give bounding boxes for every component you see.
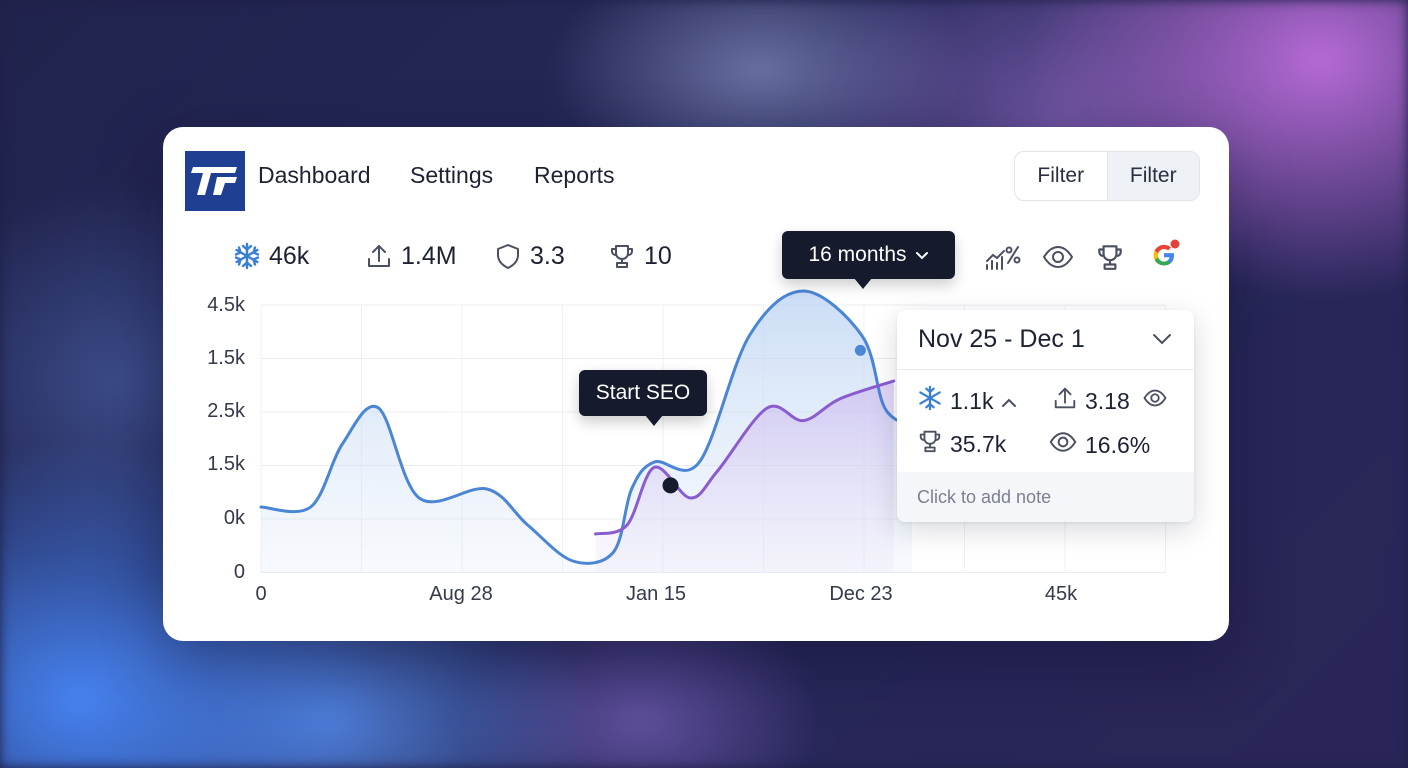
stat-authority: 3.3	[494, 241, 565, 271]
trophy-icon	[608, 242, 636, 270]
week-details-popup: Nov 25 - Dec 1 1.1k 3.18	[897, 310, 1194, 522]
start-seo-annotation[interactable]: Start SEO	[579, 370, 707, 426]
trophy-icon	[917, 428, 943, 460]
y-tick-label: 0	[233, 561, 245, 583]
add-note-field[interactable]: Click to add note	[897, 472, 1194, 522]
x-tick-label: Aug 28	[429, 583, 493, 605]
y-tick-label: 2.5k	[207, 400, 245, 422]
eye-icon	[1143, 386, 1167, 416]
popup-uploads-value: 3.18	[1085, 387, 1130, 414]
filter-button-1[interactable]: Filter	[1037, 164, 1085, 187]
popup-trophy-value: 35.7k	[950, 430, 1007, 457]
x-tick-label: Jan 15	[625, 583, 687, 605]
series-line-0	[259, 289, 914, 565]
stat-clicks: 46k	[233, 241, 309, 271]
stat-trophy-value: 10	[644, 242, 672, 270]
popup-metric-clicks: 1.1k	[917, 385, 1018, 417]
range-selector[interactable]: 16 months	[782, 231, 955, 289]
upload-icon	[365, 242, 393, 270]
nav-dashboard[interactable]: Dashboard	[258, 162, 371, 188]
popup-metric-trophy: 35.7k	[917, 428, 1006, 460]
shield-icon	[494, 242, 522, 270]
chevron-down-icon	[915, 243, 929, 267]
y-tick-label: 1.5k	[207, 453, 245, 475]
trophy-icon[interactable]	[1095, 241, 1125, 278]
snowflake-icon	[917, 385, 943, 417]
chart-percent-icon[interactable]	[984, 241, 1022, 278]
eye-icon[interactable]	[1042, 241, 1074, 278]
chart-lines	[259, 289, 914, 565]
google-icon[interactable]	[1146, 237, 1182, 278]
stat-trophy: 10	[608, 241, 672, 271]
popup-metric-views: 16.6%	[1048, 428, 1150, 462]
upload-icon	[1052, 385, 1078, 417]
annotation-label: Start SEO	[595, 381, 691, 404]
y-tick-label: 1.5k	[207, 347, 245, 369]
popup-header[interactable]: Nov 25 - Dec 1	[897, 310, 1194, 370]
x-tick-label: 0	[255, 583, 267, 605]
range-selector-label: 16 months	[808, 243, 907, 266]
eye-icon	[1048, 428, 1078, 462]
x-tick-label: Dec 23	[829, 583, 893, 605]
popup-title: Nov 25 - Dec 1	[918, 325, 1085, 353]
stat-clicks-value: 46k	[269, 242, 310, 270]
filter-toggle-group: Filter Filter	[1014, 151, 1200, 201]
y-tick-label: 0k	[223, 507, 245, 529]
nav-settings[interactable]: Settings	[410, 162, 494, 188]
series-area-0	[261, 291, 912, 573]
selected-week-point[interactable]	[854, 344, 866, 356]
y-tick-label: 4.5k	[207, 294, 245, 316]
dashboard-card: Dashboard Settings Reports Filter Filter…	[163, 127, 1229, 641]
stat-authority-value: 3.3	[530, 242, 565, 270]
stat-uploads-value: 1.4M	[401, 242, 457, 270]
start-seo-point[interactable]	[662, 477, 679, 494]
filter-button-2[interactable]: Filter	[1106, 152, 1199, 200]
popup-views-value: 16.6%	[1085, 431, 1151, 458]
chevron-up-icon	[1000, 388, 1018, 415]
chart-areas	[261, 291, 912, 573]
chevron-down-icon[interactable]	[1151, 331, 1173, 352]
popup-clicks-value: 1.1k	[950, 387, 994, 414]
logo[interactable]	[185, 151, 245, 211]
chart-markers	[662, 344, 866, 494]
snowflake-icon	[233, 242, 261, 270]
nav-reports[interactable]: Reports	[534, 162, 615, 188]
stat-uploads: 1.4M	[365, 241, 457, 271]
x-tick-label: 45k	[1044, 583, 1078, 605]
popup-metric-uploads: 3.18	[1052, 385, 1167, 417]
